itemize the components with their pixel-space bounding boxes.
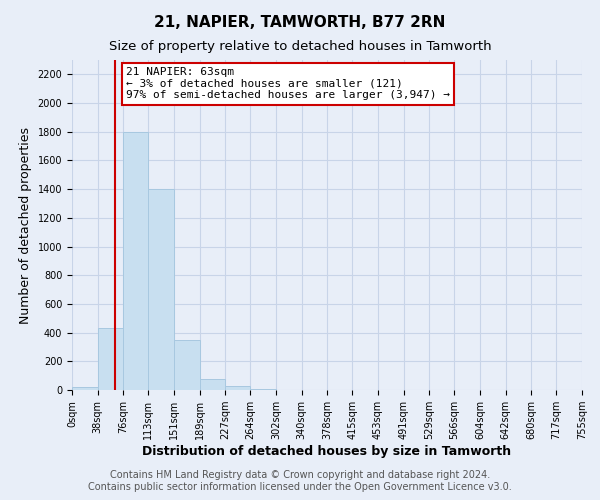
Text: Size of property relative to detached houses in Tamworth: Size of property relative to detached ho…: [109, 40, 491, 53]
Text: Contains HM Land Registry data © Crown copyright and database right 2024.
Contai: Contains HM Land Registry data © Crown c…: [88, 470, 512, 492]
Bar: [226, 386, 250, 390]
Bar: [174, 340, 200, 390]
X-axis label: Distribution of detached houses by size in Tamworth: Distribution of detached houses by size …: [142, 445, 512, 458]
Bar: [124, 132, 148, 390]
Text: 21 NAPIER: 63sqm
← 3% of detached houses are smaller (121)
97% of semi-detached : 21 NAPIER: 63sqm ← 3% of detached houses…: [126, 67, 450, 100]
Bar: [148, 189, 174, 390]
Bar: [72, 387, 98, 390]
Bar: [98, 328, 124, 390]
Text: 21, NAPIER, TAMWORTH, B77 2RN: 21, NAPIER, TAMWORTH, B77 2RN: [154, 15, 446, 30]
Y-axis label: Number of detached properties: Number of detached properties: [19, 126, 32, 324]
Bar: [200, 378, 226, 390]
